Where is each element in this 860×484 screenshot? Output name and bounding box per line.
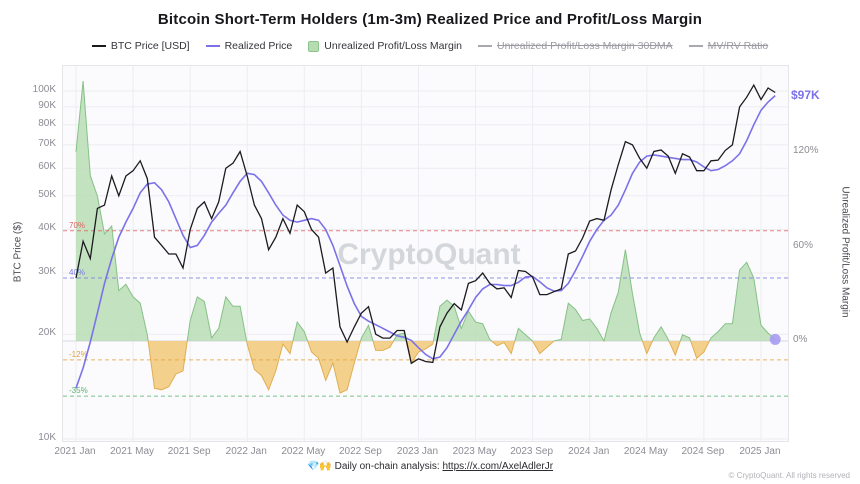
legend-line-swatch-icon (688, 45, 703, 47)
footer-note: 💎🙌 Daily on-chain analysis: https://x.co… (0, 461, 860, 472)
price-axis-title: BTC Price ($) (12, 221, 24, 283)
legend-item-realized-price[interactable]: Realized Price (205, 40, 293, 52)
legend-line-swatch-icon (205, 45, 220, 47)
legend-item-btc-price-usd[interactable]: BTC Price [USD] (91, 40, 190, 52)
price-axis-tick-label: 10K (38, 432, 56, 443)
legend-item-label: BTC Price [USD] (110, 40, 190, 52)
price-axis-tick-label: 100K (32, 84, 56, 95)
x-axis-tick-label: 2025 Jan (739, 446, 781, 457)
price-axis-tick-label: 80K (38, 117, 56, 129)
realized-price-line (75, 95, 776, 389)
legend-item-label: MV/RV Ratio (707, 40, 769, 52)
x-axis-tick-label: 2024 Jan (568, 446, 610, 457)
x-axis-tick-label: 2021 Sep (167, 446, 211, 457)
price-axis-tick-label: 90K (38, 99, 56, 111)
legend-item-mv-rv-ratio[interactable]: MV/RV Ratio (688, 40, 769, 52)
reference-line-label: -35% (69, 386, 88, 395)
x-axis-tick-label: 2023 May (452, 446, 497, 457)
legend-line-swatch-icon (478, 45, 493, 47)
legend-item-label: Realized Price (224, 40, 293, 52)
margin-axis-tick-label: 60% (793, 239, 814, 251)
copyright: © CryptoQuant. All rights reserved (728, 471, 851, 480)
chart-title: Bitcoin Short-Term Holders (1m-3m) Reali… (157, 11, 703, 28)
legend-line-swatch-icon (91, 45, 106, 47)
margin-axis-tick-label: 0% (793, 334, 808, 345)
x-axis-tick-label: 2024 Sep (681, 446, 725, 457)
x-axis-tick-label: 2022 May (281, 446, 326, 457)
x-axis-tick-label: 2024 May (623, 446, 668, 457)
price-axis-tick-label: 70K (38, 137, 56, 149)
x-axis-tick-label: 2022 Sep (338, 446, 382, 457)
price-axis-tick-label: 50K (38, 188, 56, 200)
x-axis-tick-label: 2021 Jan (54, 446, 96, 457)
watermark: CryptoQuant (337, 238, 520, 271)
unrealized-loss-outline (147, 341, 710, 394)
legend-item-label: Unrealized Profit/Loss Margin 30DMA (497, 40, 673, 52)
legend-item-unrealized-profit-loss-margin-30dma[interactable]: Unrealized Profit/Loss Margin 30DMA (478, 40, 673, 52)
legend: BTC Price [USD] Realized Price Unrealized … (0, 40, 860, 52)
btc-price-line (75, 83, 776, 365)
latest-margin-marker (769, 333, 781, 345)
x-axis-tick-label: 2023 Jan (396, 446, 439, 457)
reference-line-label: 70% (69, 221, 85, 230)
price-axis-tick-label: 20K (38, 327, 56, 339)
price-axis-tick-label: 40K (38, 222, 56, 234)
margin-axis-tick-label: 120% (793, 145, 819, 156)
x-axis-tick-label: 2022 Jan (225, 446, 267, 457)
author-link[interactable]: https://x.com/AxelAdlerJr (442, 461, 554, 472)
realized-price-current-badge: $97K (791, 88, 820, 102)
reference-line-label: -12% (69, 350, 88, 359)
legend-item-unrealized-profit-loss-margin[interactable]: Unrealized Profit/Loss Margin (308, 40, 462, 52)
price-axis-tick-label: 60K (38, 161, 56, 173)
legend-area-swatch-icon (308, 40, 320, 52)
legend-item-label: Unrealized Profit/Loss Margin (324, 40, 463, 52)
price-axis-tick-label: 30K (38, 265, 56, 277)
margin-axis-title: Unrealized Profit/Loss Margin (839, 186, 851, 318)
unrealized-loss-area (76, 341, 776, 393)
footer-note-text: 💎🙌 Daily on-chain analysis: (306, 461, 443, 472)
chart-plot-area[interactable]: CryptoQuant 70% 40% -12% -35% (62, 65, 789, 442)
x-axis-tick-label: 2023 Sep (510, 446, 554, 457)
unrealized-profit-outline (75, 81, 776, 341)
x-axis-tick-label: 2021 May (110, 446, 155, 457)
